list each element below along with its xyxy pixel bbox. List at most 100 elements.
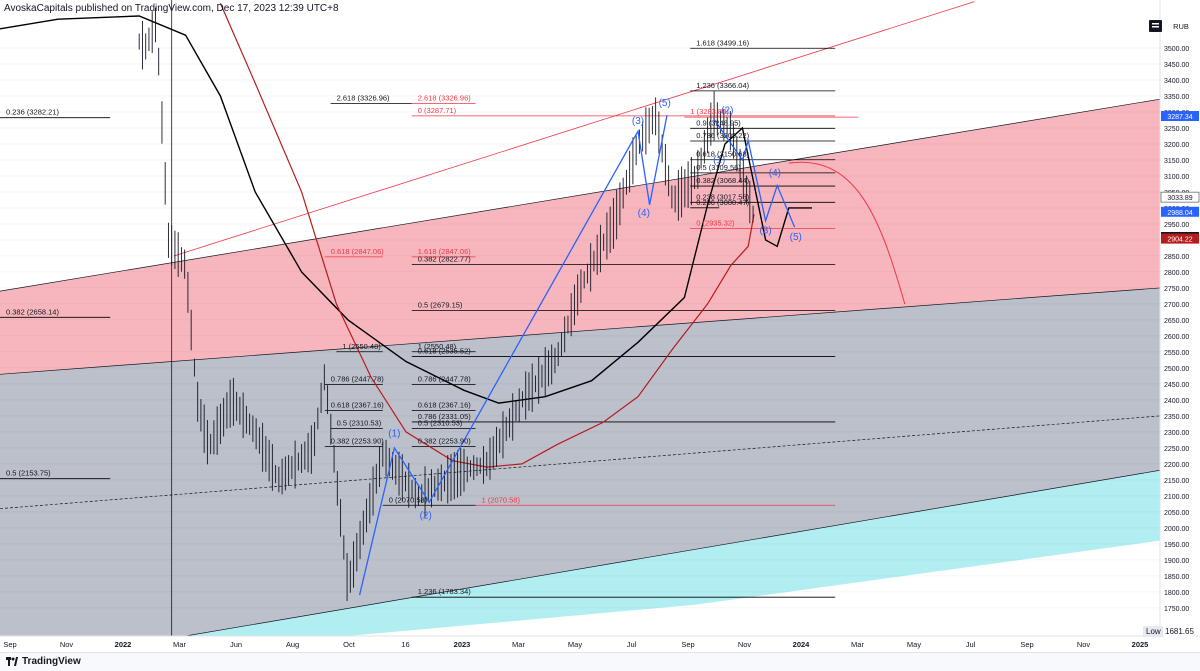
price-axis[interactable]: RUB3500.003450.003400.003350.003300.0032… bbox=[1159, 0, 1200, 636]
price-tick-label: 2300.00 bbox=[1164, 430, 1189, 437]
price-tick-label: 2800.00 bbox=[1164, 270, 1189, 277]
fib-label: 0.618 (3150.68) bbox=[696, 150, 749, 159]
price-tick-label: 2250.00 bbox=[1164, 446, 1189, 453]
price-tick-label: 1800.00 bbox=[1164, 590, 1189, 597]
fib-label: 0 (2935.32) bbox=[696, 219, 735, 228]
channel-mid-line bbox=[0, 287, 1160, 375]
fib-label: 0.5 (2153.75) bbox=[6, 469, 51, 478]
fib-label: 0.786 (2331.05) bbox=[418, 412, 471, 421]
price-badge bbox=[1161, 233, 1199, 244]
price-tick-label: 2750.00 bbox=[1164, 286, 1189, 293]
fib-label: 2.618 (3326.96) bbox=[418, 93, 471, 102]
price-tick-label: 2850.00 bbox=[1164, 254, 1189, 261]
fib-label: 1.618 (2847.06) bbox=[418, 247, 471, 256]
time-tick-label: Mar bbox=[173, 640, 186, 649]
fib-label: 0.238 (3017.56) bbox=[696, 192, 749, 201]
time-axis[interactable]: Sep Nov 2022 Mar Jun Aug Oct 16 2023 Mar May Jul Sep… bbox=[0, 635, 1200, 652]
currency-badge-icon bbox=[1149, 20, 1162, 32]
price-tick-label: 2350.00 bbox=[1164, 414, 1189, 421]
wave-label: (4) bbox=[638, 208, 650, 219]
fib-label: 0 (2070.58) bbox=[389, 495, 428, 504]
fib-label: 0.382 (2253.90) bbox=[331, 437, 384, 446]
primary-wave-path bbox=[358, 115, 668, 596]
fib-label: 0.9 (3248.95) bbox=[696, 118, 741, 127]
price-candles bbox=[138, 7, 754, 601]
wave-label: (2) bbox=[721, 106, 733, 117]
red-projection-curve bbox=[788, 161, 906, 305]
price-badge bbox=[1161, 206, 1199, 217]
time-tick-label: Oct bbox=[343, 640, 356, 649]
fib-label: 0.382 (3068.44) bbox=[696, 176, 749, 185]
grid-lines bbox=[0, 47, 1160, 609]
fib-label: 1 (2550.48) bbox=[342, 342, 381, 351]
channel-bottom-line bbox=[185, 469, 1160, 636]
time-tick-label: Sep bbox=[3, 640, 16, 649]
fib-label: 0.236 (3000.47) bbox=[696, 198, 749, 207]
price-tick-label: 3500.00 bbox=[1164, 46, 1189, 53]
fib-label: 0.786 (3209.22) bbox=[696, 131, 749, 140]
price-badge bbox=[1161, 111, 1199, 122]
fib-label: 0.5 (3109.56) bbox=[696, 163, 741, 172]
price-tick-label: 2950.00 bbox=[1164, 222, 1189, 229]
price-tick-label: 3450.00 bbox=[1164, 62, 1189, 69]
time-tick-label: Mar bbox=[851, 640, 864, 649]
secondary-wave-path bbox=[712, 117, 796, 228]
price-tick-label: 3100.00 bbox=[1164, 174, 1189, 181]
fib-label: 1 (2070.58) bbox=[482, 495, 521, 504]
red-moving-average-line bbox=[219, 2, 755, 468]
time-tick-label: Jun bbox=[230, 640, 242, 649]
wave-label: (5) bbox=[790, 232, 802, 243]
publisher-line: AvoskaCapitals published on TradingView.… bbox=[4, 3, 339, 14]
fib-label: 0.618 (2367.16) bbox=[418, 400, 471, 409]
wave-label: (2) bbox=[420, 510, 432, 521]
price-tick-label: 2200.00 bbox=[1164, 462, 1189, 469]
pink-zone bbox=[0, 99, 1160, 375]
price-tick-label: 3200.00 bbox=[1164, 142, 1189, 149]
price-tick-label: 3400.00 bbox=[1164, 78, 1189, 85]
time-tick-label: Aug bbox=[286, 640, 299, 649]
upper-red-trendline bbox=[173, 1, 975, 257]
price-tick-label: 3150.00 bbox=[1164, 158, 1189, 165]
footer-bar: TradingView bbox=[0, 652, 1200, 671]
time-tick-label: Mar bbox=[512, 640, 525, 649]
fib-label: 2.618 (3326.96) bbox=[337, 93, 390, 102]
wave-label: (1) bbox=[713, 155, 725, 166]
price-tick-label: 2150.00 bbox=[1164, 478, 1189, 485]
time-tick-label: Jul bbox=[966, 640, 976, 649]
fib-label: 0.382 (2658.14) bbox=[6, 307, 59, 316]
price-tick-label: 2500.00 bbox=[1164, 366, 1189, 373]
price-tick-label: 3350.00 bbox=[1164, 94, 1189, 101]
fib-label: 0.382 (2253.90) bbox=[418, 437, 471, 446]
time-tick-label: May bbox=[907, 640, 921, 649]
low-value: 1681.65 bbox=[1163, 626, 1196, 637]
time-tick-label: 2023 bbox=[454, 640, 471, 649]
price-tick-label: 2050.00 bbox=[1164, 510, 1189, 517]
moving-averages bbox=[0, 2, 906, 468]
channel-median-line bbox=[0, 415, 1160, 510]
time-tick-label: 2022 bbox=[115, 640, 132, 649]
time-tick-label: Nov bbox=[1077, 640, 1091, 649]
price-tick-label: 2450.00 bbox=[1164, 382, 1189, 389]
price-tick-label: 2400.00 bbox=[1164, 398, 1189, 405]
fib-label: 1 (2550.48) bbox=[418, 342, 457, 351]
price-tick-label: 2000.00 bbox=[1164, 526, 1189, 533]
fib-label: 0.618 (2847.06) bbox=[331, 247, 384, 256]
fib-label: 0.236 (3282.21) bbox=[6, 108, 59, 117]
currency-label: RUB bbox=[1173, 22, 1189, 31]
wave-label: (5) bbox=[659, 98, 671, 109]
price-badge-label: 3287.34 bbox=[1167, 114, 1192, 121]
time-tick-label: 2024 bbox=[793, 640, 811, 649]
price-tick-label: 2600.00 bbox=[1164, 334, 1189, 341]
time-tick-label: Jul bbox=[627, 640, 637, 649]
price-tick-label: 1750.00 bbox=[1164, 606, 1189, 613]
price-chart[interactable]: (1) (2) (3) (4) (5) (1) (2) (3) (4) (5) 0.236 (32… bbox=[0, 0, 1200, 652]
fib-label: 1 (3283.80) bbox=[690, 107, 729, 116]
price-tick-label: 2550.00 bbox=[1164, 350, 1189, 357]
black-moving-average-line bbox=[0, 15, 812, 404]
price-badge-label: 2904.22 bbox=[1167, 237, 1192, 244]
time-axis-bg bbox=[0, 636, 1200, 652]
fib-label: 0.618 (2535.52) bbox=[418, 347, 471, 356]
fib-label: 0.618 (2367.16) bbox=[331, 400, 384, 409]
fib-label: 0.5 (2310.53) bbox=[337, 419, 382, 428]
